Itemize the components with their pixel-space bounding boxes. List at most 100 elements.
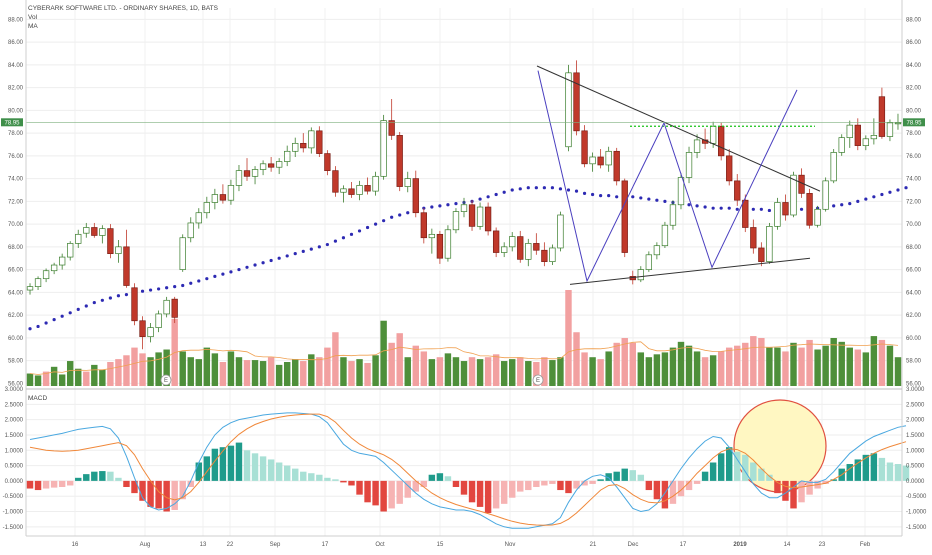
candle-up[interactable]	[404, 178, 411, 187]
candle-down[interactable]	[219, 194, 227, 201]
candle-up[interactable]	[227, 185, 235, 201]
candle-up[interactable]	[460, 204, 468, 212]
signal-line[interactable]	[29, 413, 907, 526]
macd-indicator-label[interactable]: MACD	[28, 395, 48, 402]
candle-up[interactable]	[50, 264, 58, 272]
candle-up[interactable]	[838, 137, 845, 153]
candle-up[interactable]	[203, 202, 210, 214]
candle-up[interactable]	[42, 270, 50, 280]
candle-down[interactable]	[782, 202, 789, 216]
candle-up[interactable]	[444, 229, 452, 259]
candle-up[interactable]	[187, 222, 194, 239]
candle-up[interactable]	[340, 188, 347, 193]
candle-down[interactable]	[131, 287, 138, 322]
candle-down[interactable]	[854, 124, 861, 146]
candle-up[interactable]	[99, 228, 106, 236]
candle-up[interactable]	[211, 194, 219, 203]
candle-up[interactable]	[59, 256, 66, 266]
candle-down[interactable]	[420, 212, 427, 239]
candle-up[interactable]	[894, 122, 902, 125]
candle-down[interactable]	[758, 247, 765, 262]
candle-up[interactable]	[67, 243, 74, 258]
candle-down[interactable]	[171, 298, 178, 318]
candle-down[interactable]	[726, 155, 733, 182]
candle-down[interactable]	[613, 150, 620, 182]
candle-down[interactable]	[621, 180, 628, 253]
candle-up[interactable]	[814, 208, 821, 226]
candle-up[interactable]	[669, 204, 677, 226]
candle-up[interactable]	[308, 130, 315, 149]
candle-down[interactable]	[878, 96, 886, 137]
candle-up[interactable]	[275, 161, 283, 168]
candle-up[interactable]	[259, 163, 267, 170]
candle-up[interactable]	[661, 224, 669, 247]
candle-up[interactable]	[645, 254, 653, 270]
candle-up[interactable]	[862, 138, 869, 146]
candle-up[interactable]	[509, 236, 516, 248]
candle-up[interactable]	[677, 177, 685, 206]
candle-up[interactable]	[557, 214, 564, 249]
candle-up[interactable]	[790, 174, 797, 216]
candle-down[interactable]	[517, 236, 524, 260]
candle-up[interactable]	[163, 299, 170, 315]
candle-down[interactable]	[364, 185, 371, 192]
candle-up[interactable]	[235, 170, 243, 186]
candle-up[interactable]	[75, 233, 82, 244]
candle-up[interactable]	[372, 175, 379, 192]
candle-down[interactable]	[541, 249, 548, 262]
candle-down[interactable]	[468, 204, 476, 227]
candle-up[interactable]	[83, 227, 90, 234]
candle-down[interactable]	[396, 135, 403, 187]
candle-up[interactable]	[685, 152, 693, 178]
candle-down[interactable]	[492, 230, 500, 253]
candle-down[interactable]	[123, 246, 130, 286]
candle-down[interactable]	[436, 233, 444, 259]
candle-down[interactable]	[742, 199, 749, 228]
candle-up[interactable]	[452, 211, 460, 231]
candle-up[interactable]	[380, 120, 387, 177]
candlestick-layer[interactable]	[26, 60, 902, 350]
candle-down[interactable]	[597, 156, 604, 166]
zigzag-pattern-line[interactable]	[537, 70, 798, 283]
candle-up[interactable]	[179, 237, 186, 270]
candle-down[interactable]	[806, 193, 813, 226]
candle-up[interactable]	[195, 212, 202, 224]
candle-up[interactable]	[284, 150, 291, 162]
candle-up[interactable]	[476, 206, 484, 227]
candle-up[interactable]	[589, 156, 596, 165]
ma-indicator-label[interactable]: MA	[28, 23, 38, 30]
candle-down[interactable]	[533, 243, 540, 251]
candle-down[interactable]	[316, 130, 323, 154]
candle-up[interactable]	[766, 226, 773, 262]
candle-down[interactable]	[388, 120, 395, 136]
candle-up[interactable]	[846, 124, 853, 139]
candle-down[interactable]	[484, 206, 492, 232]
candle-down[interactable]	[750, 227, 757, 249]
candle-up[interactable]	[428, 233, 436, 239]
macd-line[interactable]	[29, 412, 907, 529]
candle-up[interactable]	[870, 135, 878, 140]
candle-down[interactable]	[243, 170, 251, 177]
earnings-marker-icon[interactable]	[532, 374, 544, 386]
candle-up[interactable]	[565, 72, 572, 148]
candle-up[interactable]	[886, 122, 894, 137]
candle-up[interactable]	[115, 246, 122, 255]
candle-down[interactable]	[91, 227, 98, 236]
ascending-trendline[interactable]	[569, 257, 811, 285]
candle-down[interactable]	[332, 170, 339, 193]
candle-down[interactable]	[139, 320, 146, 338]
candle-down[interactable]	[734, 180, 741, 201]
candle-down[interactable]	[581, 130, 588, 165]
candle-down[interactable]	[348, 188, 355, 195]
candle-down[interactable]	[300, 142, 307, 149]
candle-up[interactable]	[34, 278, 42, 287]
candle-down[interactable]	[573, 72, 580, 132]
candle-down[interactable]	[267, 163, 275, 168]
candle-up[interactable]	[356, 185, 363, 195]
candle-down[interactable]	[107, 228, 114, 255]
candle-up[interactable]	[605, 150, 612, 166]
candle-down[interactable]	[324, 153, 331, 171]
earnings-marker-icon[interactable]	[160, 374, 172, 386]
candle-up[interactable]	[155, 313, 162, 328]
